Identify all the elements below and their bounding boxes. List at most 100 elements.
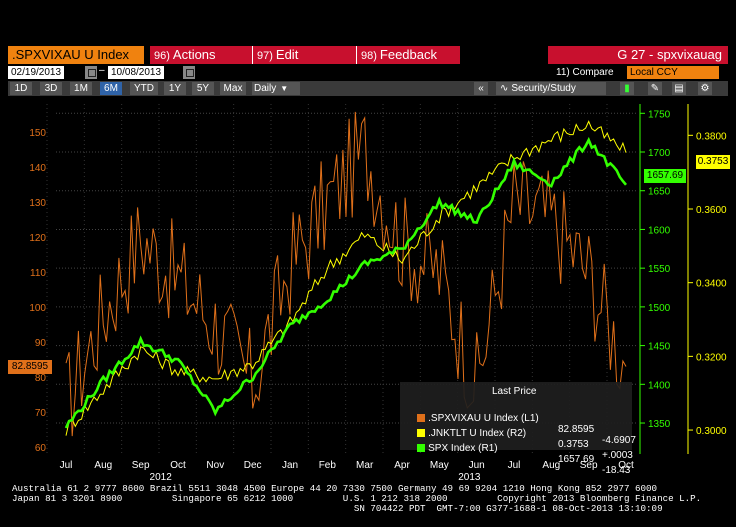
period-max[interactable]: Max bbox=[220, 82, 246, 95]
end-calendar-icon[interactable] bbox=[183, 66, 195, 79]
left-axis-tick: 130 bbox=[29, 198, 46, 209]
period-6m[interactable]: 6M bbox=[100, 82, 122, 95]
legend-change: +.0003 bbox=[602, 450, 633, 461]
feedback-button[interactable]: 98) Feedback bbox=[356, 46, 460, 64]
frequency-select[interactable]: Daily ▼ bbox=[252, 82, 300, 95]
legend-row-jnktlt: .JNKTLT U Index (R2) 0.3753 +.0003 bbox=[406, 417, 633, 472]
period-1m[interactable]: 1M bbox=[70, 82, 92, 95]
legend-swatch bbox=[417, 429, 426, 437]
frequency-label: Daily bbox=[254, 83, 277, 94]
gear-icon[interactable]: ⚙ bbox=[698, 82, 712, 95]
series-line-right2 bbox=[65, 120, 627, 436]
right1-axis-tick: 1550 bbox=[648, 264, 671, 275]
legend-value: 1657.69 bbox=[558, 454, 595, 465]
year-label: 2012 bbox=[150, 472, 173, 482]
security-study-button[interactable]: ∿ Security/Study bbox=[496, 82, 606, 95]
month-tick: Nov bbox=[206, 460, 224, 471]
chart-axes: 150 140 130 120 110 100 90 80 70 60 1750 1700 1650 16… bbox=[29, 104, 727, 482]
legend-value: 82.8595 bbox=[558, 424, 595, 435]
feedback-number: 98) bbox=[361, 50, 377, 62]
month-tick: Sep bbox=[580, 460, 598, 471]
right1-axis-tick: 1750 bbox=[648, 109, 671, 120]
month-tick: Jul bbox=[508, 460, 521, 471]
right2-axis-tick: 0.3800 bbox=[696, 131, 727, 142]
legend-name: .SPXVIXAU U Index (L1) bbox=[428, 413, 539, 424]
left-axis-tick: 60 bbox=[35, 443, 47, 454]
last-price-left-tag: 82.8595 bbox=[8, 360, 52, 374]
legend-value: 0.3753 bbox=[558, 439, 589, 450]
legend-change: -18.43 bbox=[602, 465, 631, 476]
period-3d[interactable]: 3D bbox=[40, 82, 62, 95]
month-tick: Jun bbox=[469, 460, 485, 471]
month-tick: Oct bbox=[170, 460, 186, 471]
series-line-right1 bbox=[64, 136, 627, 429]
left-axis-tick: 90 bbox=[35, 338, 47, 349]
currency-select[interactable]: Local CCY bbox=[627, 66, 719, 79]
legend-panel: Last Price .SPXVIXAU U Index (L1) 82.859… bbox=[400, 382, 636, 476]
left-axis-tick: 120 bbox=[29, 233, 46, 244]
month-tick: Oct bbox=[618, 460, 634, 471]
month-tick: Jan bbox=[282, 460, 298, 471]
month-tick: Feb bbox=[319, 460, 337, 471]
period-ytd[interactable]: YTD bbox=[130, 82, 158, 95]
month-tick: Aug bbox=[94, 460, 112, 471]
last-price-r1-tag: 1657.69 bbox=[644, 169, 686, 183]
legend-swatch bbox=[417, 414, 426, 422]
month-tick: Mar bbox=[356, 460, 374, 471]
compare-button[interactable]: 11) Compare bbox=[556, 67, 614, 78]
legend-swatch bbox=[417, 444, 426, 452]
period-1y[interactable]: 1Y bbox=[164, 82, 186, 95]
legend-name: .JNKTLT U Index (R2) bbox=[428, 428, 527, 439]
edit-menu-button[interactable]: 97) Edit bbox=[252, 46, 356, 64]
start-calendar-icon[interactable] bbox=[85, 66, 97, 79]
left-axis-tick: 80 bbox=[35, 373, 47, 384]
right1-axis-tick: 1500 bbox=[648, 303, 671, 314]
edit-number: 97) bbox=[257, 50, 273, 62]
start-date-input[interactable]: 02/19/2013 bbox=[8, 66, 65, 79]
layout-icon[interactable]: ▤ bbox=[672, 82, 686, 95]
left-axis-tick: 100 bbox=[29, 303, 46, 314]
feedback-label: Feedback bbox=[379, 47, 437, 62]
left-axis-tick: 150 bbox=[29, 128, 46, 139]
period-1d[interactable]: 1D bbox=[10, 82, 32, 95]
end-date-input[interactable]: 10/08/2013 bbox=[108, 66, 165, 79]
series-line-left bbox=[65, 111, 627, 437]
left-axis-tick: 140 bbox=[29, 163, 46, 174]
footer: Australia 61 2 9777 8600 Brazil 5511 304… bbox=[12, 484, 724, 514]
legend-title: Last Price bbox=[492, 386, 537, 397]
month-tick: Apr bbox=[394, 460, 410, 471]
chevron-down-icon: ▼ bbox=[280, 84, 289, 93]
month-tick: Dec bbox=[244, 460, 262, 471]
ticker-field[interactable]: .SPXVIXAU U Index bbox=[8, 46, 144, 64]
zoom-icon[interactable]: ✎ bbox=[648, 82, 662, 95]
edit-label: Edit bbox=[275, 47, 299, 62]
right2-axis-tick: 0.3000 bbox=[696, 426, 727, 437]
actions-menu-button[interactable]: 96) Actions bbox=[150, 46, 252, 64]
chart-type-icon[interactable]: ▮ bbox=[620, 82, 634, 95]
security-study-label: Security/Study bbox=[511, 83, 576, 94]
footer-line-3: SN 704422 PDT GMT-7:00 G377-1688-1 08-Oc… bbox=[12, 503, 663, 514]
range-separator: – bbox=[99, 65, 105, 76]
right2-axis-tick: 0.3200 bbox=[696, 352, 727, 363]
right1-axis-tick: 1400 bbox=[648, 380, 671, 391]
month-tick: May bbox=[430, 460, 449, 471]
legend-name: SPX Index (R1) bbox=[428, 443, 498, 454]
footer-line-1: Australia 61 2 9777 8600 Brazil 5511 304… bbox=[12, 483, 658, 494]
collapse-icon[interactable]: « bbox=[474, 82, 488, 95]
left-axis-tick: 70 bbox=[35, 408, 47, 419]
right1-axis-tick: 1700 bbox=[648, 148, 671, 159]
actions-number: 96) bbox=[154, 50, 170, 62]
right2-axis-tick: 0.3400 bbox=[696, 279, 727, 290]
legend-change: -4.6907 bbox=[602, 435, 636, 446]
legend-row-spxvixau: .SPXVIXAU U Index (L1) 82.8595 -4.6907 bbox=[406, 402, 636, 457]
legend-row-spx: SPX Index (R1) 1657.69 -18.43 bbox=[406, 432, 630, 487]
last-price-r2-tag: 0.3753 bbox=[696, 155, 730, 169]
actions-label: Actions bbox=[172, 47, 216, 62]
period-5y[interactable]: 5Y bbox=[192, 82, 214, 95]
right1-axis-tick: 1350 bbox=[648, 419, 671, 430]
month-tick: Aug bbox=[542, 460, 560, 471]
chart-lines bbox=[64, 111, 627, 437]
page-title: G 27 - spxvixauag bbox=[548, 46, 728, 64]
line-chart-icon: ∿ bbox=[500, 83, 509, 94]
month-tick: Sep bbox=[132, 460, 150, 471]
